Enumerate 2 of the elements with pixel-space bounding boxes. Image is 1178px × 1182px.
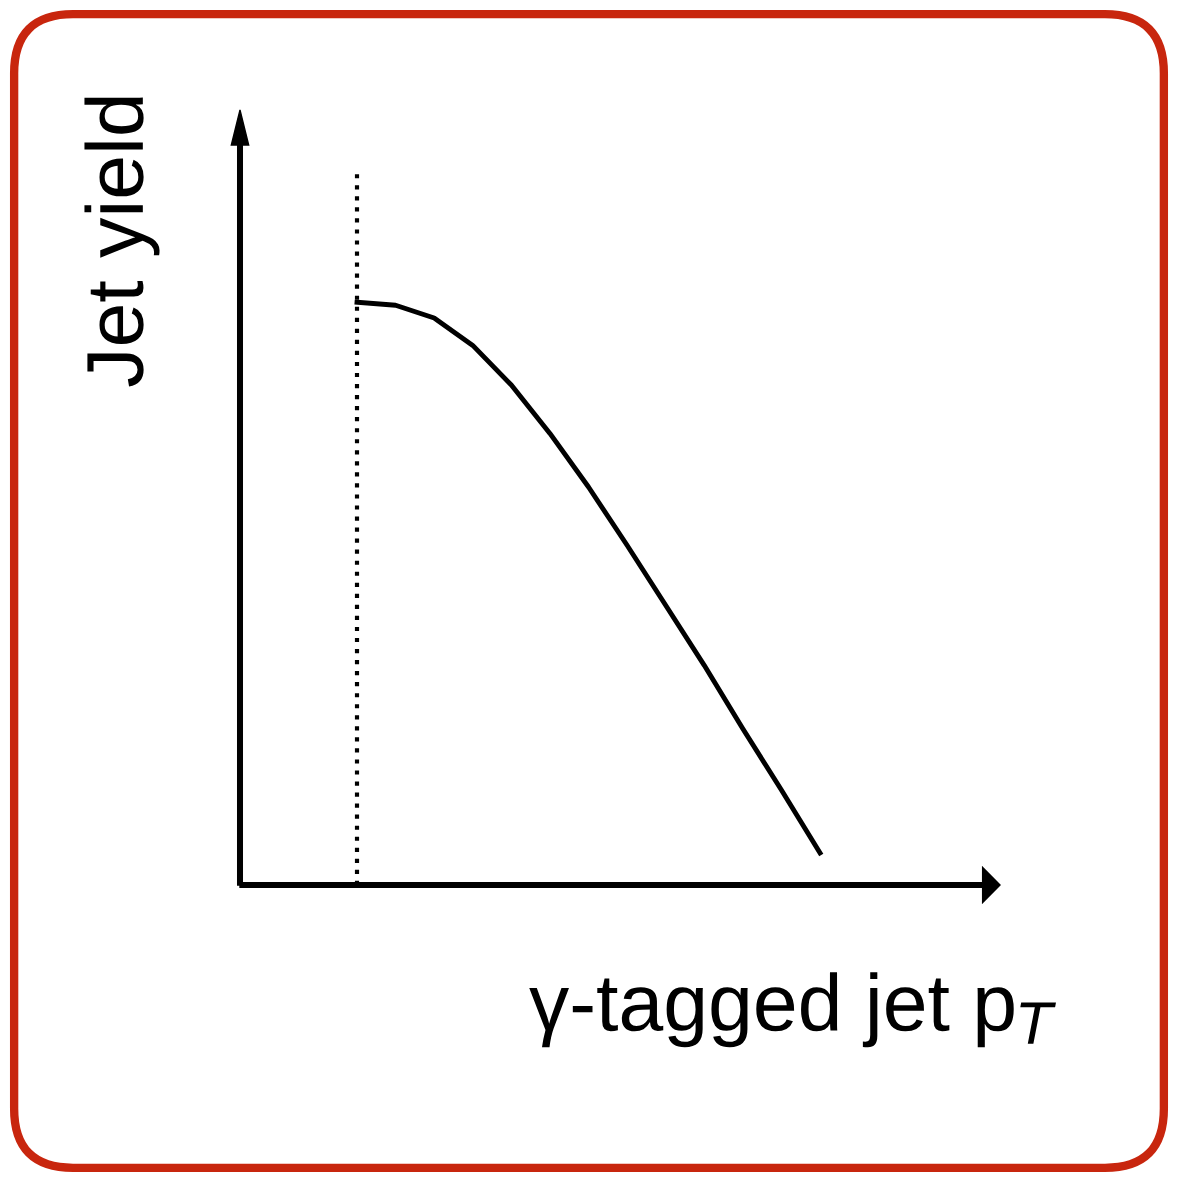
y-axis-title: Jet yield <box>84 97 160 387</box>
x-axis-title: γ-tagged jet p$_{T}$ <box>529 972 1056 1048</box>
